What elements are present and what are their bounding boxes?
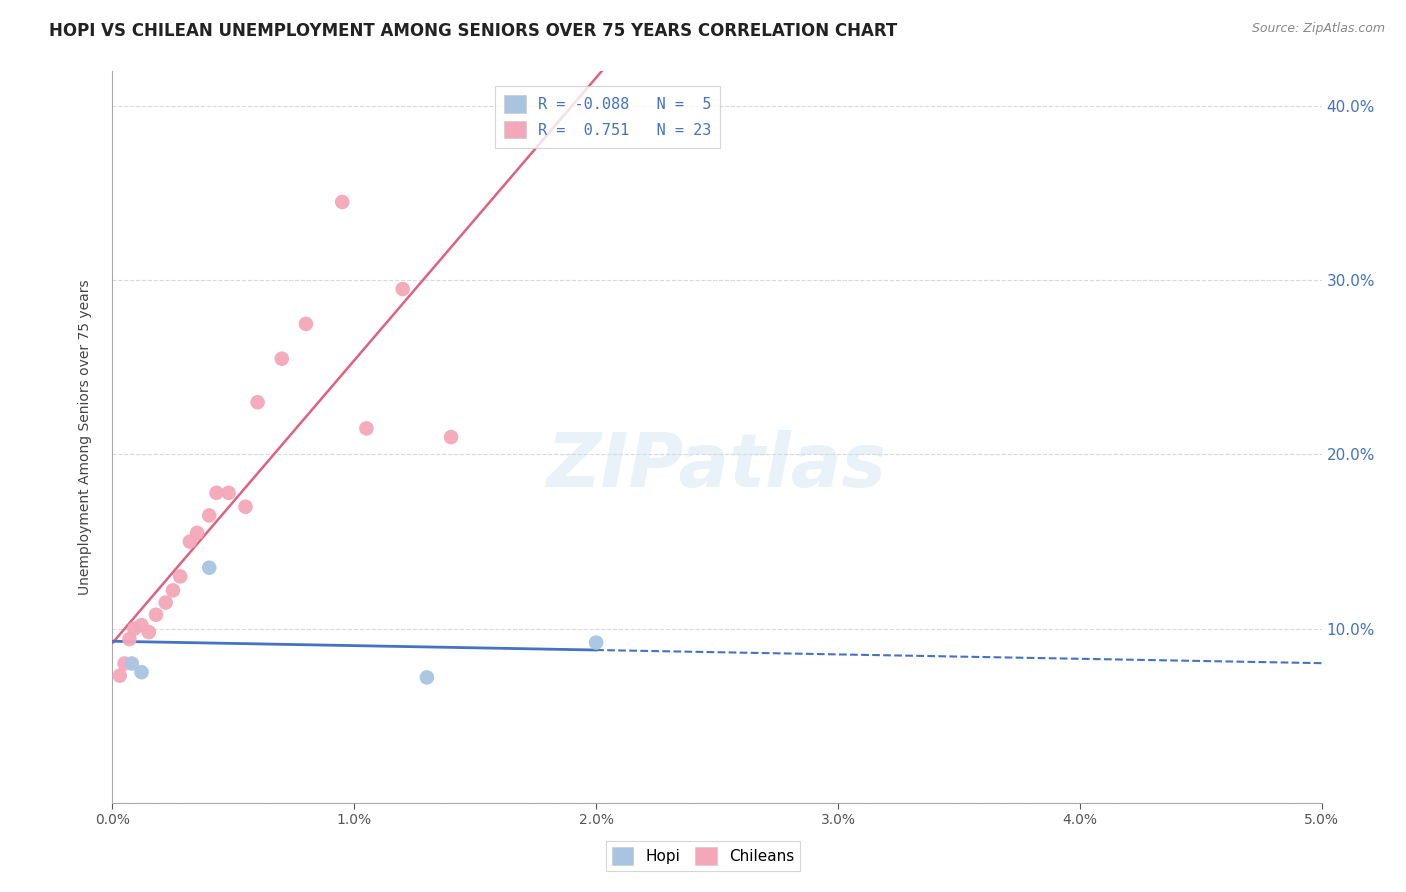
Point	[114, 657, 136, 671]
Point	[108, 668, 131, 682]
Point	[131, 665, 153, 680]
Point	[121, 657, 143, 671]
Point	[205, 485, 228, 500]
Point	[131, 618, 153, 632]
Point	[246, 395, 269, 409]
Point	[295, 317, 318, 331]
Point	[198, 508, 221, 523]
Point	[145, 607, 167, 622]
Point	[122, 622, 145, 636]
Point	[198, 560, 221, 574]
Text: Source: ZipAtlas.com: Source: ZipAtlas.com	[1251, 22, 1385, 36]
Point	[416, 670, 439, 684]
Legend: R = -0.088   N =  5, R =  0.751   N = 23: R = -0.088 N = 5, R = 0.751 N = 23	[495, 87, 720, 147]
Text: HOPI VS CHILEAN UNEMPLOYMENT AMONG SENIORS OVER 75 YEARS CORRELATION CHART: HOPI VS CHILEAN UNEMPLOYMENT AMONG SENIO…	[49, 22, 897, 40]
Point	[391, 282, 413, 296]
Point	[330, 194, 353, 209]
Point	[179, 534, 201, 549]
Point	[169, 569, 191, 583]
Point	[440, 430, 463, 444]
Point	[118, 632, 141, 646]
Y-axis label: Unemployment Among Seniors over 75 years: Unemployment Among Seniors over 75 years	[77, 279, 91, 595]
Point	[138, 625, 160, 640]
Text: ZIPatlas: ZIPatlas	[547, 430, 887, 503]
Point	[186, 525, 208, 540]
Point	[585, 635, 607, 649]
Point	[356, 421, 378, 435]
Point	[155, 595, 177, 609]
Point	[218, 485, 240, 500]
Point	[270, 351, 292, 366]
Point	[235, 500, 257, 514]
Point	[162, 583, 184, 598]
Legend: Hopi, Chileans: Hopi, Chileans	[606, 841, 800, 871]
